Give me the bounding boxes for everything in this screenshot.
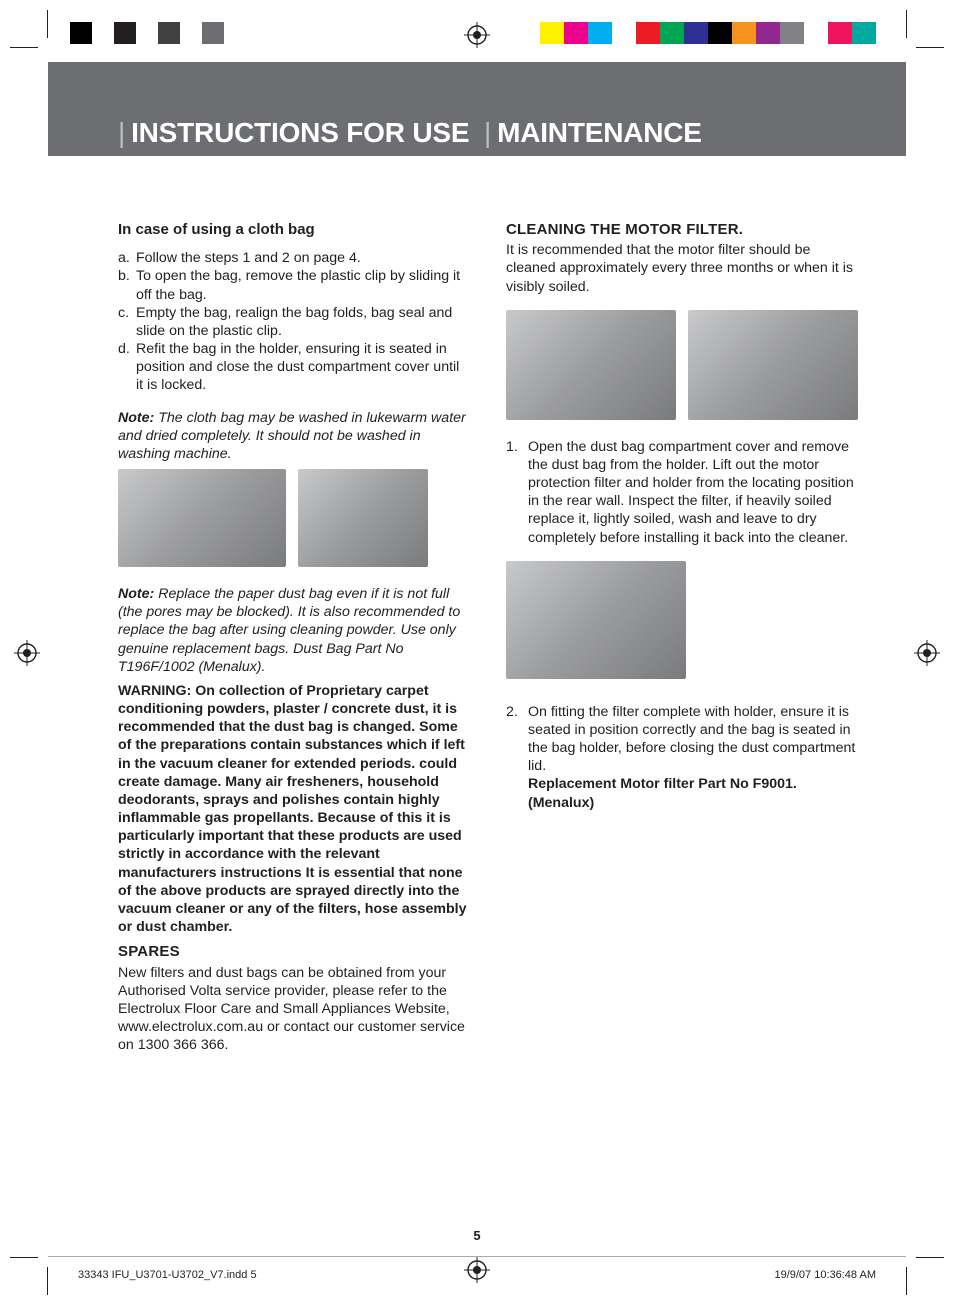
registration-mark-icon bbox=[14, 640, 40, 666]
swatch bbox=[708, 22, 732, 44]
crop-mark bbox=[916, 47, 944, 48]
image-row-filter-seated bbox=[506, 561, 858, 679]
right-column: CLEANING THE MOTOR FILTER. It is recomme… bbox=[506, 220, 858, 1060]
indesign-slug: 33343 IFU_U3701-U3702_V7.indd 5 bbox=[78, 1269, 257, 1281]
grayscale-swatch-bar bbox=[70, 22, 246, 44]
swatch bbox=[92, 22, 114, 44]
export-timestamp: 19/9/07 10:36:48 AM bbox=[774, 1269, 876, 1281]
cloth-bag-steps: a.Follow the steps 1 and 2 on page 4.b.T… bbox=[118, 249, 470, 394]
list-marker: 2. bbox=[506, 703, 528, 812]
swatch bbox=[136, 22, 158, 44]
note-label: Note: bbox=[118, 586, 154, 602]
header-title-left: INSTRUCTIONS FOR USE bbox=[131, 117, 469, 148]
note-label: Note: bbox=[118, 410, 154, 426]
step-text: On fitting the filter complete with hold… bbox=[528, 703, 858, 812]
swatch bbox=[732, 22, 756, 44]
replacement-part-line: Replacement Motor filter Part No F9001. … bbox=[528, 776, 797, 810]
swatch bbox=[158, 22, 180, 44]
crop-mark bbox=[47, 1267, 48, 1295]
crop-mark bbox=[10, 1257, 38, 1258]
swatch bbox=[756, 22, 780, 44]
step-text: Follow the steps 1 and 2 on page 4. bbox=[136, 249, 470, 267]
swatch bbox=[70, 22, 92, 44]
maintenance-intro: It is recommended that the motor filter … bbox=[506, 241, 858, 296]
swatch bbox=[540, 22, 564, 44]
swatch bbox=[780, 22, 804, 44]
step-text: To open the bag, remove the plastic clip… bbox=[136, 267, 470, 303]
step-text: Open the dust bag compartment cover and … bbox=[528, 438, 858, 547]
maintenance-step-1: 1.Open the dust bag compartment cover an… bbox=[506, 438, 858, 547]
list-marker: a. bbox=[118, 249, 136, 267]
list-marker: b. bbox=[118, 267, 136, 303]
list-marker: c. bbox=[118, 304, 136, 340]
crop-mark bbox=[10, 47, 38, 48]
cloth-bag-heading: In case of using a cloth bag bbox=[118, 220, 470, 239]
note-replace: Note: Replace the paper dust bag even if… bbox=[118, 585, 470, 676]
left-column: In case of using a cloth bag a.Follow th… bbox=[118, 220, 470, 1060]
swatch bbox=[828, 22, 852, 44]
swatch bbox=[564, 22, 588, 44]
note-wash: Note: The cloth bag may be washed in luk… bbox=[118, 409, 470, 464]
footer-rule bbox=[48, 1256, 906, 1257]
photo-filter-seated bbox=[506, 561, 686, 679]
registration-mark-icon bbox=[464, 22, 490, 48]
spares-heading: SPARES bbox=[118, 942, 470, 961]
swatch bbox=[612, 22, 636, 44]
swatch bbox=[114, 22, 136, 44]
swatch bbox=[660, 22, 684, 44]
header-band: |INSTRUCTIONS FOR USE |MAINTENANCE bbox=[48, 62, 906, 156]
page-content: In case of using a cloth bag a.Follow th… bbox=[118, 220, 858, 1060]
swatch bbox=[636, 22, 660, 44]
header-titles: |INSTRUCTIONS FOR USE |MAINTENANCE bbox=[118, 117, 896, 149]
note-body: The cloth bag may be washed in lukewarm … bbox=[118, 410, 466, 462]
photo-open-compartment-1 bbox=[506, 310, 676, 420]
swatch bbox=[876, 22, 900, 44]
step-text: Empty the bag, realign the bag folds, ba… bbox=[136, 304, 470, 340]
swatch bbox=[684, 22, 708, 44]
crop-mark bbox=[916, 1257, 944, 1258]
image-row-wash bbox=[118, 469, 470, 567]
step-2-body: On fitting the filter complete with hold… bbox=[528, 704, 855, 775]
color-swatch-bar bbox=[540, 22, 900, 44]
photo-washing-bag bbox=[118, 469, 286, 567]
header-title-right: MAINTENANCE bbox=[497, 117, 702, 148]
swatch bbox=[804, 22, 828, 44]
note-body: Replace the paper dust bag even if it is… bbox=[118, 586, 460, 675]
swatch bbox=[180, 22, 202, 44]
list-marker: d. bbox=[118, 340, 136, 395]
registration-mark-icon bbox=[464, 1257, 490, 1283]
spares-body: New filters and dust bags can be obtaine… bbox=[118, 964, 470, 1055]
swatch bbox=[224, 22, 246, 44]
photo-open-compartment-2 bbox=[688, 310, 858, 420]
image-row-filter-open bbox=[506, 310, 858, 420]
swatch bbox=[202, 22, 224, 44]
swatch bbox=[588, 22, 612, 44]
maintenance-step-2: 2. On fitting the filter complete with h… bbox=[506, 703, 858, 812]
photo-cloth-bag bbox=[298, 469, 428, 567]
registration-mark-icon bbox=[914, 640, 940, 666]
step-text: Refit the bag in the holder, ensuring it… bbox=[136, 340, 470, 395]
crop-mark bbox=[47, 10, 48, 38]
crop-mark bbox=[906, 1267, 907, 1295]
warning-text: WARNING: On collection of Proprietary ca… bbox=[118, 682, 470, 936]
list-marker: 1. bbox=[506, 438, 528, 547]
swatch bbox=[852, 22, 876, 44]
page-number: 5 bbox=[0, 1228, 954, 1243]
maintenance-heading: CLEANING THE MOTOR FILTER. bbox=[506, 220, 858, 239]
crop-mark bbox=[906, 10, 907, 38]
